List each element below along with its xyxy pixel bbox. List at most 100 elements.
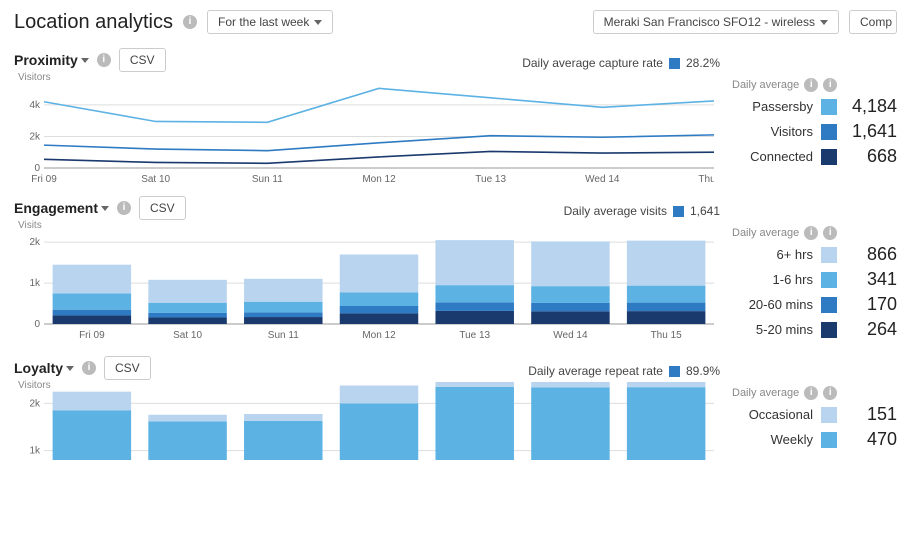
legend-label: Connected [732,149,813,164]
svg-text:Mon 12: Mon 12 [362,330,396,341]
time-range-label: For the last week [218,15,309,29]
swatch [821,432,837,448]
swatch [673,206,684,217]
compare-button[interactable]: Comp [849,10,897,34]
svg-text:Mon 12: Mon 12 [362,174,396,184]
proximity-metric: Daily average capture rate 28.2% [522,56,720,70]
location-dropdown[interactable]: Meraki San Francisco SFO12 - wireless [593,10,839,34]
y-axis-label: Visits [18,220,42,231]
engagement-legend: Daily average i i 6+ hrs866 1-6 hrs 341 20-6… [732,222,897,344]
swatch [821,99,837,115]
info-icon[interactable]: i [82,361,96,375]
proximity-chart: Daily average capture rate 28.2% Visitor… [14,74,720,184]
legend-value: 1,641 [845,121,897,142]
swatch [821,322,837,338]
legend-value: 341 [845,269,897,290]
legend-row: 6+ hrs866 [732,244,897,265]
loyalty-csv-button[interactable]: CSV [104,356,151,380]
legend-row: 1-6 hrs 341 [732,269,897,290]
swatch [821,247,837,263]
svg-text:4k: 4k [29,100,41,111]
svg-text:Tue 13: Tue 13 [475,174,506,184]
svg-text:2k: 2k [29,237,41,248]
svg-text:Sun 11: Sun 11 [252,174,283,184]
svg-text:2k: 2k [29,131,41,142]
legend-row: Passersby 4,184 [732,96,897,117]
loyalty-title[interactable]: Loyalty [14,360,74,376]
svg-text:0: 0 [34,319,40,330]
svg-text:Thu 15: Thu 15 [651,330,683,341]
loyalty-section: Loyalty i CSV Daily average repeat rate … [14,356,897,460]
legend-row: Connected 668 [732,146,897,167]
y-axis-label: Visitors [18,72,51,83]
svg-text:Sat 10: Sat 10 [173,330,202,341]
svg-text:Thu 15: Thu 15 [698,174,714,184]
legend-row: Visitors 1,641 [732,121,897,142]
loyalty-legend: Daily average i i Occasional 151 Weekly 470 [732,382,897,454]
y-axis-label: Visitors [18,380,51,391]
chevron-down-icon [101,206,109,211]
legend-row: Weekly 470 [732,429,897,450]
info-icon[interactable]: i [117,201,131,215]
engagement-metric: Daily average visits 1,641 [564,204,720,218]
swatch [669,58,680,69]
swatch [821,149,837,165]
proximity-legend: Daily average i i Passersby 4,184 Visitors 1… [732,74,897,171]
legend-label: Occasional [732,407,813,422]
svg-text:Wed 14: Wed 14 [585,174,620,184]
legend-row: Occasional 151 [732,404,897,425]
info-icon[interactable]: i [804,226,818,240]
legend-label: Passersby [732,99,813,114]
legend-label: 5-20 mins [732,322,813,337]
engagement-section: Engagement i CSV Daily average visits 1,… [14,196,897,344]
legend-title: Daily average i i [732,386,897,400]
legend-title: Daily average i i [732,226,897,240]
time-range-dropdown[interactable]: For the last week [207,10,333,34]
svg-text:2k: 2k [29,398,41,409]
info-icon[interactable]: i [823,226,837,240]
swatch [821,297,837,313]
info-icon[interactable]: i [804,78,818,92]
info-icon[interactable]: i [183,15,197,29]
chevron-down-icon [66,366,74,371]
compare-label: Comp [860,15,892,29]
legend-value: 151 [845,404,897,425]
engagement-csv-button[interactable]: CSV [139,196,186,220]
legend-value: 170 [845,294,897,315]
legend-label: Visitors [732,124,813,139]
legend-value: 470 [845,429,897,450]
svg-text:Sat 10: Sat 10 [141,174,170,184]
info-icon[interactable]: i [97,53,111,67]
proximity-title[interactable]: Proximity [14,52,89,68]
engagement-title[interactable]: Engagement [14,200,109,216]
svg-text:Wed 14: Wed 14 [553,330,588,341]
swatch [821,272,837,288]
swatch [821,124,837,140]
legend-value: 668 [845,146,897,167]
svg-text:Sun 11: Sun 11 [268,330,299,341]
chevron-down-icon [81,58,89,63]
legend-value: 4,184 [845,96,897,117]
location-label: Meraki San Francisco SFO12 - wireless [604,15,815,29]
legend-value: 866 [845,244,897,265]
legend-value: 264 [845,319,897,340]
page-title: Location analytics [14,11,173,34]
info-icon[interactable]: i [804,386,818,400]
legend-title: Daily average i i [732,78,897,92]
info-icon[interactable]: i [823,78,837,92]
legend-row: 5-20 mins 264 [732,319,897,340]
info-icon[interactable]: i [823,386,837,400]
swatch [821,407,837,423]
swatch [669,366,680,377]
loyalty-chart: Daily average repeat rate 89.9% Visitors… [14,382,720,460]
svg-text:1k: 1k [29,446,41,457]
proximity-section: Proximity i CSV Daily average capture ra… [14,48,897,184]
loyalty-metric: Daily average repeat rate 89.9% [528,364,720,378]
svg-text:Fri 09: Fri 09 [31,174,57,184]
engagement-chart: Daily average visits 1,641 Visits 01k2kF… [14,222,720,342]
legend-label: 1-6 hrs [732,272,813,287]
svg-text:0: 0 [34,163,40,174]
proximity-csv-button[interactable]: CSV [119,48,166,72]
legend-row: 20-60 mins170 [732,294,897,315]
legend-label: Weekly [732,432,813,447]
